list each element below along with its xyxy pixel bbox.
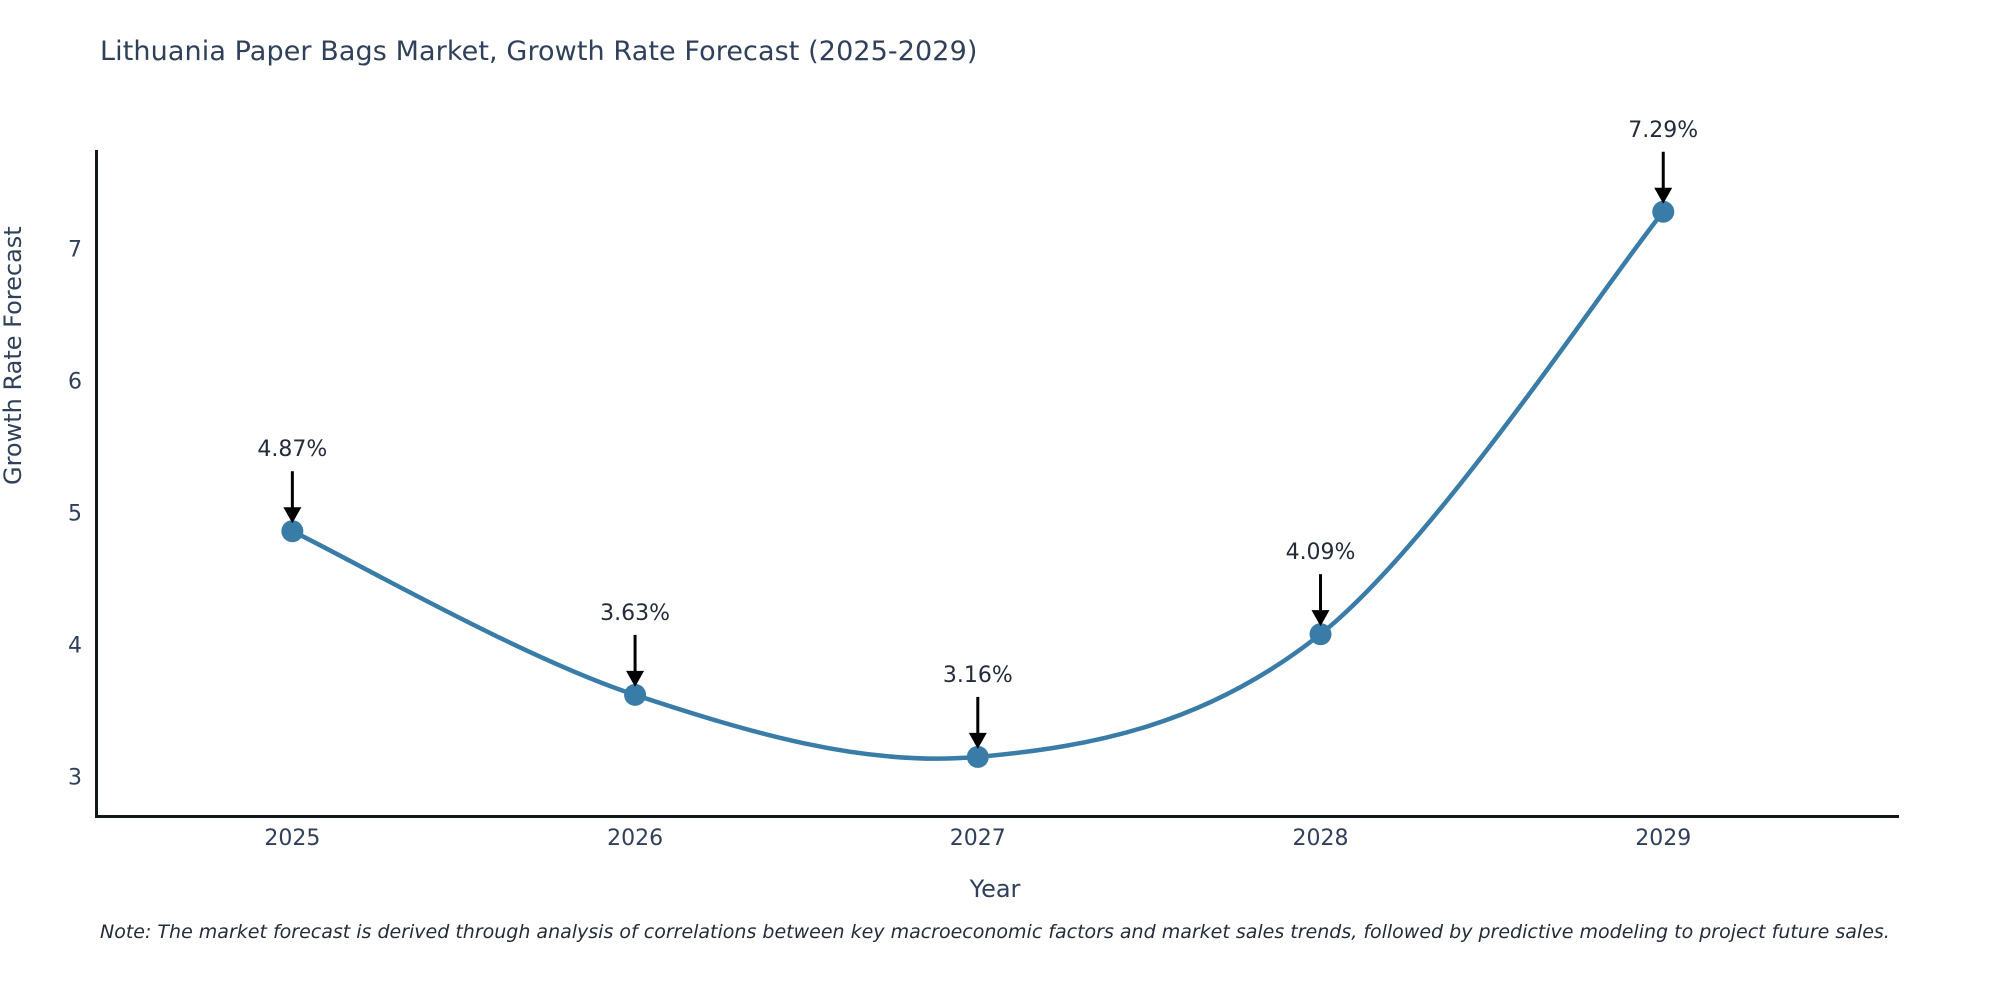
x-tick-label: 2029 bbox=[1635, 826, 1692, 851]
point-value-annotation: 3.63% bbox=[600, 600, 671, 626]
chart-footnote: Note: The market forecast is derived thr… bbox=[100, 921, 1890, 943]
point-value-annotation: 4.09% bbox=[1285, 540, 1356, 566]
x-tick-label: 2028 bbox=[1292, 826, 1349, 851]
annotation-arrow-head bbox=[283, 507, 302, 524]
data-point-marker[interactable] bbox=[966, 745, 989, 768]
data-point-marker[interactable] bbox=[624, 683, 647, 706]
annotation-arrow-head bbox=[1311, 610, 1330, 627]
point-value-annotation: 4.87% bbox=[257, 437, 328, 463]
plot-svg bbox=[281, 151, 1675, 768]
data-point-marker[interactable] bbox=[1309, 623, 1332, 646]
y-axis-title: Growth Rate Forecast bbox=[0, 226, 27, 485]
y-tick-label: 4 bbox=[68, 633, 82, 659]
annotation-arrow-head bbox=[1654, 187, 1673, 204]
y-tick-label: 7 bbox=[68, 237, 82, 263]
x-axis-title: Year bbox=[969, 875, 1021, 903]
point-value-annotation: 7.29% bbox=[1628, 117, 1699, 143]
data-point-marker[interactable] bbox=[1652, 200, 1675, 223]
x-tick-label: 2025 bbox=[264, 826, 321, 851]
data-series-group bbox=[290, 209, 1666, 761]
plot-area bbox=[95, 151, 1895, 815]
x-axis-spine bbox=[95, 815, 1899, 818]
annotation-arrow-head bbox=[626, 670, 645, 687]
y-tick-label: 6 bbox=[68, 369, 82, 395]
chart-title: Lithuania Paper Bags Market, Growth Rate… bbox=[100, 36, 978, 67]
x-tick-label: 2026 bbox=[607, 826, 664, 851]
point-value-annotation: 3.16% bbox=[942, 662, 1013, 688]
x-tick-label: 2027 bbox=[949, 826, 1006, 851]
data-marker-group bbox=[281, 200, 1675, 768]
data-point-marker[interactable] bbox=[281, 520, 304, 543]
series-line bbox=[290, 209, 1666, 761]
y-tick-label: 3 bbox=[68, 765, 82, 791]
annotation-arrow-head bbox=[968, 732, 987, 749]
y-tick-label: 5 bbox=[68, 501, 82, 527]
annotation-arrow-group bbox=[283, 151, 1673, 749]
